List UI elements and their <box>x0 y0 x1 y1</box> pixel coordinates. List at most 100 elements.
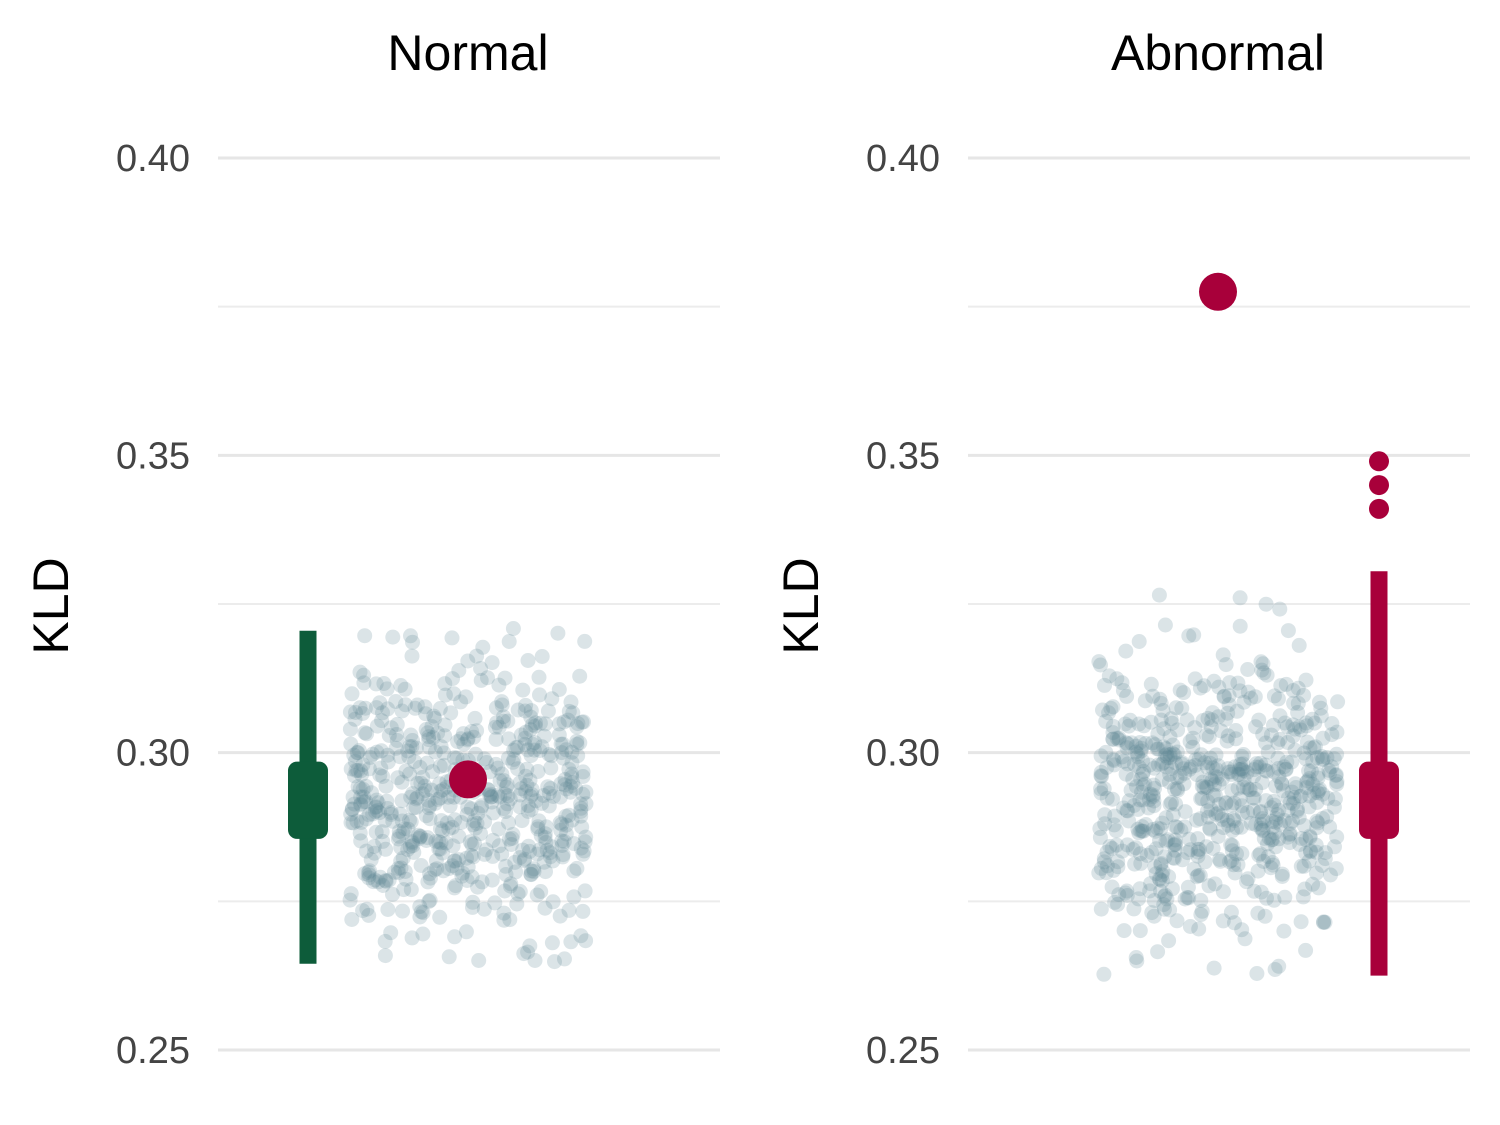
jitter-point <box>355 903 371 919</box>
jitter-point <box>483 786 498 802</box>
jitter-point <box>1210 709 1226 725</box>
jitter-point <box>532 687 547 703</box>
jitter-point <box>1129 953 1145 969</box>
jitter-point <box>415 905 431 921</box>
jitter-point <box>573 804 589 819</box>
jitter-point <box>1205 787 1221 803</box>
jitter-point <box>1291 719 1307 735</box>
jitter-point <box>494 697 510 713</box>
jitter-point <box>1128 950 1144 965</box>
jitter-point <box>435 845 450 861</box>
jitter-point <box>1190 868 1206 884</box>
jitter-point <box>1291 810 1307 825</box>
jitter-point <box>345 815 361 831</box>
jitter-point <box>1185 730 1201 746</box>
jitter-point <box>369 803 385 818</box>
jitter-point <box>1159 746 1175 762</box>
jitter-point <box>541 747 557 762</box>
jitter-point <box>522 938 538 954</box>
jitter-point <box>1158 810 1174 826</box>
jitter-point <box>356 794 372 810</box>
jitter-point <box>526 861 542 877</box>
y-tick-label: 0.30 <box>116 733 190 775</box>
jitter-point <box>1138 736 1154 751</box>
jitter-point <box>1108 823 1124 839</box>
jitter-point <box>430 725 446 741</box>
jitter-point <box>1285 717 1301 733</box>
jitter-point <box>353 789 369 805</box>
jitter-point <box>375 833 391 849</box>
jitter-point <box>437 728 453 744</box>
jitter-point <box>1305 754 1321 769</box>
jitter-point <box>1230 780 1246 796</box>
jitter-point <box>374 713 390 729</box>
jitter-point <box>1309 750 1325 766</box>
jitter-point <box>1236 779 1251 795</box>
jitter-point <box>503 876 519 892</box>
jitter-point <box>498 804 514 819</box>
jitter-point <box>410 775 426 791</box>
jitter-point <box>412 909 428 925</box>
jitter-point <box>1293 831 1309 846</box>
jitter-point <box>1232 590 1248 606</box>
jitter-point <box>1275 783 1291 799</box>
jitter-point <box>494 694 510 710</box>
jitter-point <box>1278 762 1294 778</box>
jitter-point <box>1249 966 1265 981</box>
jitter-point <box>1315 752 1331 768</box>
jitter-point <box>1152 872 1168 888</box>
jitter-point <box>358 794 374 810</box>
jitter-point <box>1136 718 1152 734</box>
jitter-point <box>1254 662 1270 678</box>
jitter-point <box>1297 881 1313 897</box>
jitter-point <box>439 815 455 831</box>
jitter-point <box>454 868 470 884</box>
jitter-point <box>1315 811 1331 826</box>
jitter-point <box>575 846 591 862</box>
jitter-point <box>1276 923 1292 939</box>
jitter-point <box>540 703 556 719</box>
jitter-point <box>459 806 475 822</box>
jitter-point <box>473 800 489 816</box>
jitter-point <box>1144 905 1160 921</box>
jitter-point <box>1291 637 1307 653</box>
jitter-point <box>1132 735 1148 750</box>
jitter-point <box>422 892 438 908</box>
jitter-point <box>1302 830 1318 845</box>
jitter-point <box>485 848 501 864</box>
jitter-point <box>353 763 369 779</box>
jitter-point <box>1119 883 1135 899</box>
jitter-point <box>1254 775 1270 791</box>
panel-normal: Normal KLD 0.25 0.30 0.35 0.40 <box>23 25 720 1072</box>
jitter-point <box>1214 771 1230 787</box>
jitter-point <box>577 834 593 850</box>
jitter-point <box>1271 769 1287 785</box>
jitter-point <box>401 749 417 765</box>
jitter-point <box>1199 779 1215 795</box>
jitter-point <box>424 719 440 735</box>
jitter-point <box>530 764 546 779</box>
jitter-point <box>1273 816 1288 832</box>
jitter-point <box>408 791 424 807</box>
jitter-point <box>530 821 546 837</box>
jitter-point <box>491 821 507 837</box>
jitter-point <box>1256 813 1272 829</box>
jitter-point <box>1223 837 1239 853</box>
jitter-point <box>1312 694 1327 710</box>
jitter-point <box>1168 819 1183 835</box>
jitter-point <box>1224 766 1240 782</box>
jitter-point <box>1172 682 1188 698</box>
jitter-point <box>464 724 480 739</box>
interval-abnormal <box>1359 571 1399 976</box>
jitter-point <box>482 788 498 803</box>
jitter-point <box>1302 828 1318 844</box>
jitter-point <box>1266 717 1281 733</box>
jitter-point <box>453 815 469 830</box>
jitter-point <box>1253 817 1269 832</box>
jitter-point <box>1277 715 1293 731</box>
jitter-point <box>522 772 538 788</box>
jitter-point <box>1168 755 1183 771</box>
jitter-point <box>1260 744 1276 760</box>
jitter-point <box>1141 792 1157 808</box>
jitter-point <box>569 733 585 749</box>
